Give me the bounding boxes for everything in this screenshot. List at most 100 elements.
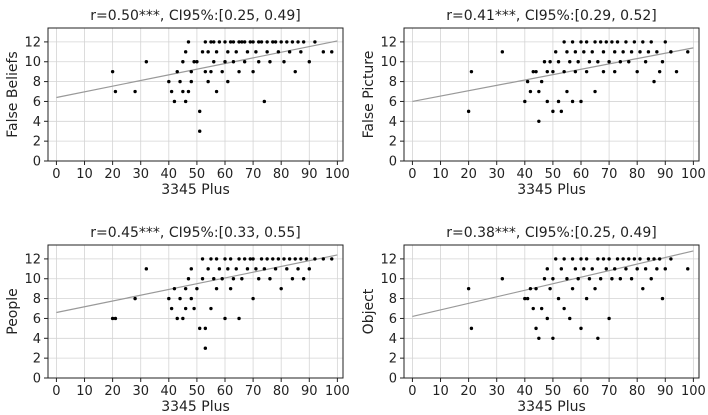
data-point — [313, 257, 317, 261]
y-tick-label: 2 — [33, 352, 41, 367]
data-point — [554, 257, 558, 261]
data-point — [627, 257, 631, 261]
data-point — [254, 267, 258, 271]
data-point — [203, 69, 208, 74]
data-point — [551, 336, 555, 340]
data-point — [663, 267, 667, 271]
x-tick-label: 70 — [245, 167, 262, 182]
data-point — [621, 257, 625, 261]
data-point — [669, 50, 673, 54]
x-tick-label: 90 — [301, 384, 318, 399]
data-point — [273, 40, 278, 44]
data-point — [528, 286, 533, 291]
data-point — [582, 50, 586, 54]
plot-frame — [47, 244, 344, 379]
data-point — [271, 40, 275, 44]
data-point — [214, 50, 219, 54]
data-point — [548, 286, 552, 291]
data-point — [192, 306, 196, 311]
data-point — [613, 69, 617, 74]
data-point — [203, 346, 208, 350]
data-point — [534, 286, 538, 291]
data-point — [223, 40, 227, 44]
data-point — [231, 277, 236, 281]
data-point — [183, 306, 188, 311]
data-point — [539, 79, 544, 84]
data-point — [669, 257, 673, 261]
y-tick-label: 8 — [33, 75, 41, 90]
y-tick-label: 4 — [33, 115, 41, 130]
data-point — [584, 257, 589, 261]
data-point — [304, 257, 309, 261]
data-point — [554, 50, 558, 54]
data-point — [167, 296, 171, 301]
data-point — [237, 40, 241, 44]
data-point — [209, 40, 213, 44]
x-tick-label: 10 — [76, 167, 93, 182]
data-point — [565, 89, 569, 94]
data-point — [223, 316, 227, 321]
data-point — [226, 79, 230, 84]
y-tick-label: 12 — [24, 252, 41, 267]
data-point — [186, 89, 191, 94]
data-point — [545, 99, 549, 104]
data-point — [542, 277, 547, 281]
data-point — [615, 257, 620, 261]
x-tick-label: 50 — [189, 384, 206, 399]
data-point — [556, 60, 561, 64]
plot-frame — [403, 27, 700, 162]
data-point — [562, 69, 566, 74]
x-tick-label: 0 — [408, 384, 416, 399]
data-point — [282, 60, 286, 64]
x-tick-label: 90 — [657, 167, 674, 182]
data-point — [178, 79, 182, 84]
data-point — [593, 89, 597, 94]
data-point — [175, 69, 179, 74]
data-point — [296, 40, 300, 44]
y-tick-label: 4 — [389, 332, 397, 347]
y-tick-label: 10 — [380, 55, 397, 70]
data-point — [209, 257, 213, 261]
data-point — [209, 69, 213, 74]
data-point — [257, 40, 261, 44]
data-point — [321, 50, 326, 54]
data-point — [641, 40, 645, 44]
data-point — [183, 50, 188, 54]
x-tick-label: 80 — [629, 167, 646, 182]
data-point — [469, 326, 474, 331]
panel-false-picture: 0 10 20 30 40 50 60 70 80 90 100 0 2 4 6 8 10 12 r=0.41***… — [361, 8, 706, 198]
data-point — [618, 277, 623, 281]
data-point — [214, 257, 219, 261]
x-tick-label: 100 — [681, 167, 706, 182]
data-point — [228, 40, 233, 44]
data-point — [660, 60, 665, 64]
data-point — [301, 277, 306, 281]
y-tick-label: 8 — [389, 292, 397, 307]
data-point — [604, 40, 608, 44]
data-point — [607, 316, 611, 321]
data-point — [587, 277, 592, 281]
data-point — [537, 119, 541, 123]
data-point — [192, 60, 196, 64]
data-point — [596, 257, 600, 261]
chart-title: r=0.41***, CI95%:[0.29, 0.52] — [446, 8, 656, 24]
data-point — [534, 326, 538, 331]
data-point — [169, 89, 174, 94]
data-point — [200, 257, 205, 261]
data-point — [596, 60, 600, 64]
data-point — [251, 296, 255, 301]
data-point — [568, 316, 572, 321]
data-point — [307, 267, 311, 271]
data-point — [245, 50, 250, 54]
data-point — [531, 69, 535, 74]
data-point — [531, 306, 535, 311]
x-tick-label: 0 — [408, 167, 416, 182]
data-point — [195, 60, 199, 64]
data-point — [212, 60, 216, 64]
data-point — [579, 257, 583, 261]
x-tick-label: 60 — [573, 384, 590, 399]
data-point — [293, 257, 297, 261]
data-point — [534, 69, 538, 74]
x-tick-label: 20 — [104, 384, 121, 399]
